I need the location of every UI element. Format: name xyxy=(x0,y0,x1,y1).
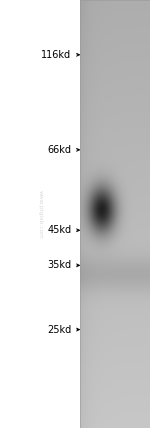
Text: 66kd: 66kd xyxy=(47,145,71,155)
Text: www.ptglab.com: www.ptglab.com xyxy=(38,190,43,238)
Text: 45kd: 45kd xyxy=(47,225,71,235)
Text: 25kd: 25kd xyxy=(47,324,71,335)
Text: 35kd: 35kd xyxy=(47,260,71,270)
Text: 116kd: 116kd xyxy=(41,50,71,60)
Bar xyxy=(80,0,150,428)
